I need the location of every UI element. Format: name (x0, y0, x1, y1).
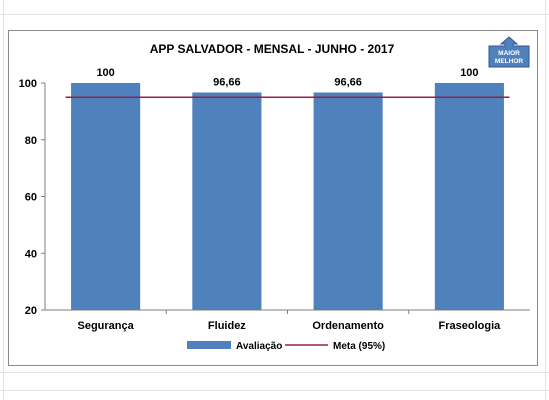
bar-fraseologia (434, 83, 504, 310)
y-tick-label: 100 (19, 78, 37, 90)
badge-line2: MELHOR (495, 58, 523, 65)
y-tick-label: 60 (25, 192, 37, 204)
data-label: 96,66 (334, 76, 362, 88)
x-tick-label: Fluidez (208, 320, 246, 332)
x-tick-label: Ordenamento (312, 320, 384, 332)
badge-line1: MAIOR (498, 50, 520, 57)
maior-melhor-badge: MAIOR MELHOR (488, 36, 530, 68)
bar-ordenamento (313, 92, 383, 310)
legend-swatch-avaliacao (187, 341, 231, 349)
bar-fluidez (192, 92, 262, 310)
chart-title: APP SALVADOR - MENSAL - JUNHO - 2017 (150, 42, 395, 56)
data-label: 96,66 (213, 76, 241, 88)
data-label: 100 (96, 67, 114, 79)
legend-label-meta: Meta (95%) (333, 341, 385, 352)
y-tick-label: 80 (25, 135, 37, 147)
bar-seguranca (71, 83, 141, 310)
y-tick-label: 40 (25, 248, 37, 260)
x-tick-label: Fraseologia (439, 320, 502, 332)
up-arrow-icon (488, 36, 530, 68)
legend-label-avaliacao: Avaliação (236, 341, 282, 352)
data-label: 100 (460, 67, 478, 79)
x-tick-label: Segurança (78, 320, 135, 332)
y-tick-label: 20 (25, 305, 37, 317)
legend: Avaliação Meta (95%) (187, 341, 385, 352)
